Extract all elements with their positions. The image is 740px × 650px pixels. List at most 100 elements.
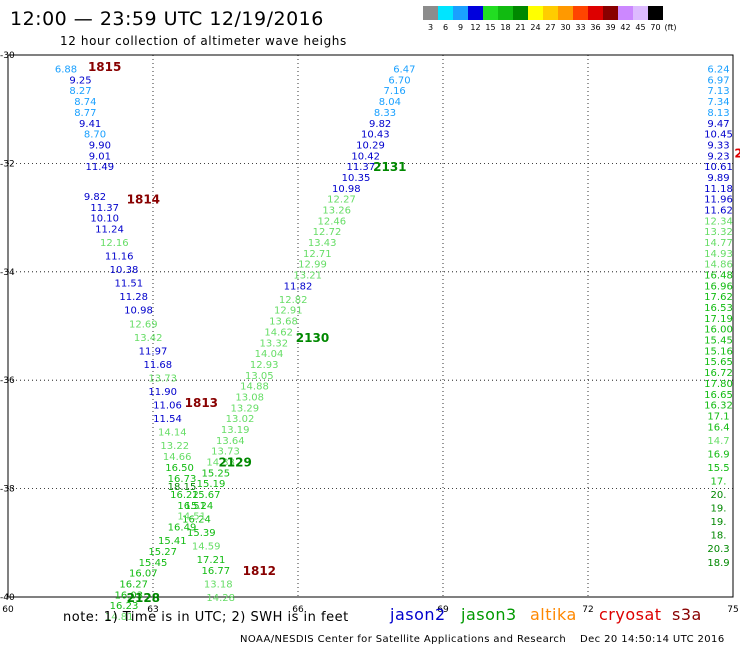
swh-value: 12.27	[327, 195, 356, 206]
swh-value: 12.16	[100, 238, 129, 249]
swh-value: 10.42	[351, 151, 380, 162]
colorbar-label: 30	[560, 23, 571, 32]
swh-value: 16.53	[704, 303, 733, 314]
swh-value: 18.9	[707, 558, 729, 569]
colorbar-label: 15	[485, 23, 496, 32]
colorbar-label: 42	[620, 23, 631, 32]
swh-value: 13.02	[226, 414, 255, 425]
swh-value: 16.24	[182, 514, 211, 525]
longitude-label: 69	[437, 605, 449, 615]
swh-value: 9.33	[707, 140, 729, 151]
swh-value: 13.05	[245, 371, 274, 382]
swh-value: 16.03	[115, 590, 144, 601]
swh-value: 12.71	[303, 249, 332, 260]
swh-value: 14.66	[163, 452, 192, 463]
swh-value: 16.65	[704, 390, 733, 401]
swh-value: 16.51	[177, 501, 206, 512]
swh-value: 14.77	[704, 238, 733, 249]
swh-value: 10.45	[704, 130, 733, 141]
colorbar-swatch	[438, 6, 453, 20]
swh-value: 11.37	[90, 203, 119, 214]
swh-value: 11.06	[153, 401, 182, 412]
colorbar-cell: 3	[423, 6, 438, 32]
colorbar-label: 18	[500, 23, 511, 32]
track-time-label: 1815	[88, 60, 121, 74]
swh-value: 13.21	[293, 271, 322, 282]
swh-value: 9.89	[707, 173, 729, 184]
swh-value: 18.	[711, 531, 727, 542]
swh-value: 15.41	[158, 536, 187, 547]
swh-value: 10.98	[124, 306, 153, 317]
swh-value: 15.39	[187, 528, 216, 539]
legend-jason2: jason2	[390, 605, 446, 624]
units-note: note: 1) Time is in UTC; 2) SWH is in fe…	[63, 610, 349, 625]
colorbar-swatch	[513, 6, 528, 20]
colorbar-cell: 6	[438, 6, 453, 32]
swh-value: 14.33	[206, 458, 235, 469]
colorbar-swatch	[633, 6, 648, 20]
swh-value: 11.24	[95, 224, 124, 235]
swh-value: 11.28	[119, 292, 148, 303]
map-title: 12:00 — 23:59 UTC 12/19/2016	[10, 8, 324, 30]
colorbar-cell: 30	[558, 6, 573, 32]
longitude-label: 75	[727, 605, 738, 615]
swh-value: 12.82	[279, 295, 308, 306]
legend-s3a: s3a	[672, 605, 702, 624]
swh-value: 10.43	[361, 130, 390, 141]
swh-value: 7.34	[707, 97, 729, 108]
colorbar-swatch	[528, 6, 543, 20]
swh-value: 15.5	[707, 463, 729, 474]
swh-value: 9.23	[707, 151, 729, 162]
map-subtitle: 12 hour collection of altimeter wave hei…	[60, 34, 347, 48]
latitude-label: -30	[0, 51, 15, 61]
colorbar-label: 24	[530, 23, 541, 32]
swh-value: 16.72	[704, 368, 733, 379]
swh-value: 11.68	[144, 360, 173, 371]
swh-value: 12.91	[274, 306, 303, 317]
swh-value: 11.97	[139, 346, 168, 357]
colorbar-cell: 15	[483, 6, 498, 32]
swh-value: 14.28	[206, 593, 235, 604]
swh-value: 14.93	[704, 249, 733, 260]
colorbar-label: 27	[545, 23, 556, 32]
swh-value: 14.14	[158, 428, 187, 439]
colorbar-unit: (ft)	[664, 23, 677, 32]
swh-value: 13.22	[160, 441, 189, 452]
swh-value: 13.18	[204, 579, 233, 590]
swh-value: 16.22	[170, 490, 199, 501]
swh-value: 16.9	[707, 449, 729, 460]
swh-value: 15.67	[192, 490, 221, 501]
swh-value: 17.19	[704, 314, 733, 325]
legend-altika: altika	[530, 605, 577, 624]
swh-value: 13.64	[216, 436, 245, 447]
swh-value: 11.62	[704, 205, 733, 216]
colorbar-swatch	[558, 6, 573, 20]
latitude-label: -40	[0, 593, 15, 603]
swh-value: 13.26	[322, 205, 351, 216]
colorbar-label: 21	[515, 23, 526, 32]
swh-value: 8.27	[69, 86, 91, 97]
swh-value: 16.32	[704, 401, 733, 412]
swh-value: 8.74	[74, 97, 96, 108]
swh-value: 18.15	[168, 482, 197, 493]
swh-value: 13.32	[704, 227, 733, 238]
swh-value: 11.54	[153, 414, 182, 425]
swh-value: 7.16	[384, 86, 406, 97]
swh-value: 14.7	[707, 436, 729, 447]
swh-value: 20.3	[707, 544, 729, 555]
swh-value: 15.16	[704, 346, 733, 357]
swh-value: 8.77	[74, 108, 96, 119]
colorbar-cell: 39	[603, 6, 618, 32]
swh-value: 15.19	[197, 479, 226, 490]
swh-value: 11.82	[284, 281, 313, 292]
colorbar-label: 36	[590, 23, 601, 32]
colorbar-swatch	[423, 6, 438, 20]
longitude-label: 63	[147, 605, 158, 615]
longitude-label: 72	[582, 605, 593, 615]
colorbar-label: 6	[442, 23, 449, 32]
swh-value: 10.35	[342, 173, 371, 184]
swh-value: 13.29	[231, 403, 260, 414]
colorbar-unit-cell: (ft)	[663, 6, 678, 32]
swh-value: 17.1	[707, 411, 729, 422]
swh-value: 10.98	[332, 184, 361, 195]
